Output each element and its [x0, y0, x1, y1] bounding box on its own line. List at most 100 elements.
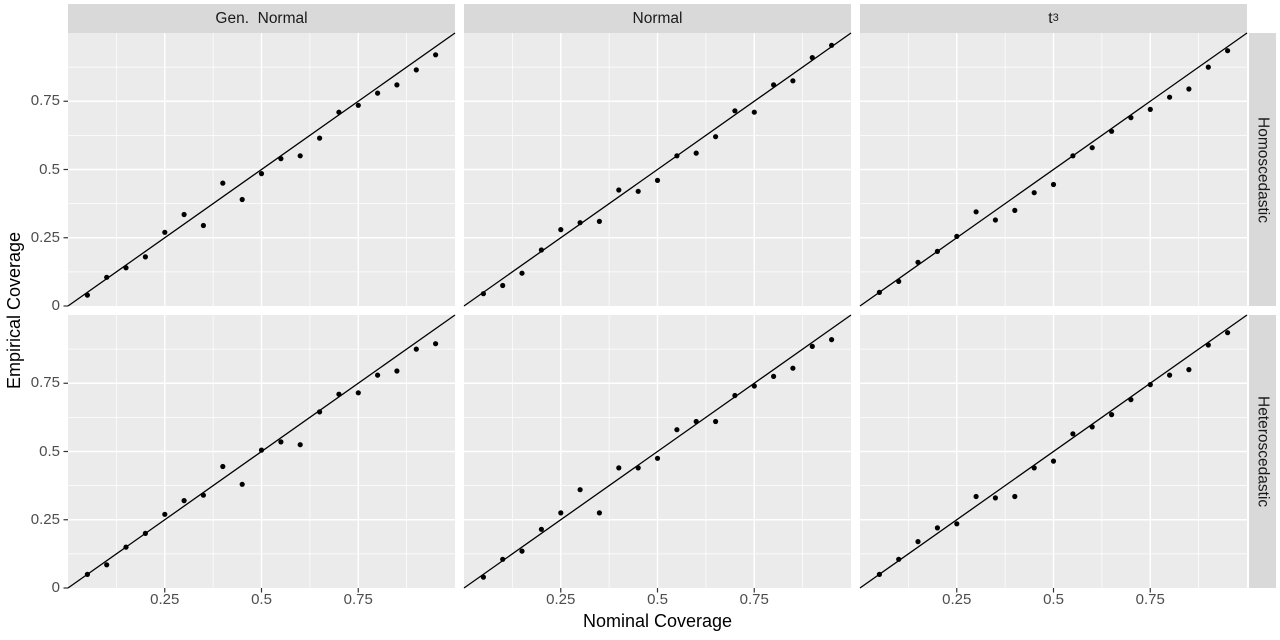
- data-point: [616, 465, 622, 471]
- facet-strip-label: t: [1048, 9, 1053, 27]
- identity-reference-line: [67, 32, 456, 307]
- data-point: [413, 67, 419, 73]
- x-tick-label: 0.5: [1043, 591, 1064, 608]
- data-point: [142, 254, 148, 260]
- data-point: [142, 530, 148, 536]
- data-point: [829, 42, 835, 48]
- data-point: [896, 278, 902, 284]
- data-point: [1186, 367, 1192, 373]
- data-point: [558, 510, 564, 516]
- data-point: [934, 248, 940, 254]
- data-point: [239, 481, 245, 487]
- data-point: [954, 233, 960, 239]
- identity-reference-line: [859, 32, 1248, 307]
- y-tick-label: 0.25: [30, 510, 60, 528]
- y-tick-label: 0.25: [30, 228, 60, 246]
- data-point: [751, 383, 757, 389]
- data-point: [713, 418, 719, 425]
- data-point: [790, 365, 796, 371]
- panel-canvas: [63, 314, 456, 593]
- data-point: [336, 109, 342, 115]
- panel-canvas: [859, 32, 1248, 307]
- data-point: [1225, 330, 1231, 336]
- data-point: [1205, 64, 1211, 70]
- data-point: [162, 229, 168, 235]
- data-point: [654, 455, 661, 461]
- data-point: [635, 465, 641, 471]
- data-point: [297, 442, 303, 448]
- data-point: [558, 227, 564, 233]
- data-point: [915, 259, 921, 265]
- data-point: [1050, 458, 1057, 464]
- data-point: [992, 495, 998, 501]
- data-point: [375, 90, 381, 96]
- panel-gen-normal-homoscedastic: [63, 32, 456, 307]
- data-point: [954, 521, 960, 527]
- facet-strip-subscript: 3: [1052, 12, 1059, 24]
- x-tick-label: 0.25: [150, 591, 180, 608]
- data-point: [1012, 207, 1018, 213]
- facet-strip-gen-normal: Gen. Normal: [68, 4, 455, 33]
- data-point: [1012, 493, 1018, 500]
- data-point: [876, 571, 882, 577]
- data-point: [693, 418, 699, 425]
- data-point: [336, 391, 342, 397]
- data-point: [1128, 115, 1134, 121]
- data-point: [934, 525, 940, 531]
- panel-canvas: [463, 32, 852, 307]
- data-point: [413, 346, 419, 352]
- data-point: [1031, 190, 1037, 196]
- data-point: [654, 177, 661, 183]
- data-point: [674, 153, 680, 159]
- data-point: [538, 247, 544, 253]
- panel-canvas: [63, 32, 456, 307]
- data-point: [771, 82, 777, 88]
- data-point: [732, 108, 738, 114]
- data-point: [433, 52, 439, 58]
- data-point: [1050, 181, 1057, 188]
- data-point: [538, 526, 544, 532]
- data-point: [809, 343, 815, 349]
- data-point: [713, 134, 719, 140]
- data-point: [181, 211, 187, 218]
- data-point: [433, 341, 439, 347]
- data-point: [317, 135, 323, 141]
- x-tick-label: 0.75: [1135, 591, 1165, 608]
- data-point: [596, 218, 602, 224]
- identity-reference-line: [859, 314, 1248, 589]
- data-point: [1089, 424, 1095, 430]
- data-point: [500, 282, 506, 289]
- facet-strip-heteroscedastic: Heteroscedastic: [1249, 315, 1276, 588]
- data-point: [1147, 106, 1153, 112]
- x-tick-label: 0.75: [739, 591, 769, 608]
- data-point: [1205, 342, 1211, 348]
- y-tick-label: 0: [51, 297, 60, 314]
- y-tick-label: 0.5: [39, 160, 60, 178]
- identity-reference-line: [463, 32, 852, 307]
- panel-t3-homoscedastic: [859, 32, 1248, 307]
- y-tick-label: 0.5: [39, 442, 60, 460]
- identity-reference-line: [463, 314, 852, 589]
- data-point: [577, 220, 583, 226]
- data-point: [394, 368, 400, 374]
- data-point: [200, 222, 206, 229]
- facet-strip-label: Homoscedastic: [1254, 116, 1272, 223]
- data-point: [355, 390, 361, 396]
- y-tick-label: 0.75: [30, 374, 60, 392]
- data-point: [104, 274, 110, 280]
- facet-strip-label: Normal: [632, 9, 683, 27]
- data-point: [829, 337, 835, 343]
- data-point: [732, 392, 738, 399]
- data-point: [915, 539, 921, 545]
- data-point: [500, 556, 506, 562]
- data-point: [1109, 128, 1115, 134]
- panel-t3-heteroscedastic: [859, 314, 1248, 593]
- panel-normal-homoscedastic: [463, 32, 852, 307]
- y-tick-label: 0.75: [30, 92, 60, 110]
- data-point: [1147, 382, 1153, 388]
- x-tick-label: 0.75: [343, 591, 373, 608]
- data-point: [1089, 145, 1095, 151]
- x-tick-label: 0.5: [647, 591, 668, 608]
- y-axis-title: Empirical Coverage: [4, 231, 24, 390]
